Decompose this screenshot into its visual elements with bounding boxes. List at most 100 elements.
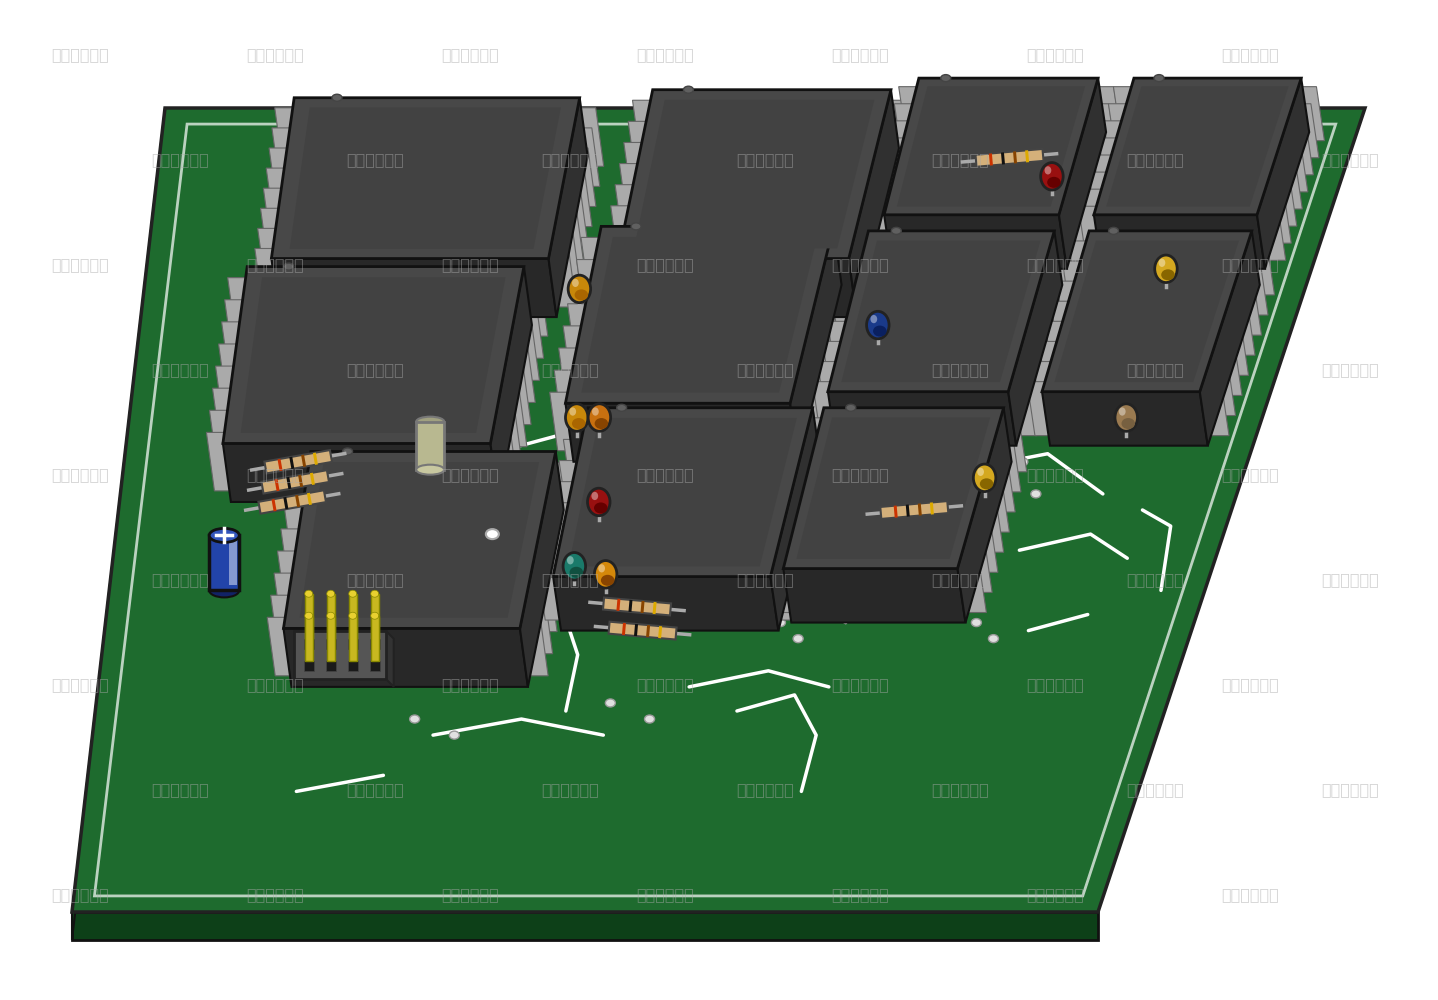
Ellipse shape — [572, 279, 578, 287]
Polygon shape — [1209, 362, 1235, 416]
Text: 图片编辑助手: 图片编辑助手 — [347, 572, 404, 587]
Ellipse shape — [210, 583, 239, 597]
Polygon shape — [975, 149, 1044, 167]
Polygon shape — [1091, 104, 1117, 158]
Polygon shape — [275, 479, 279, 491]
Polygon shape — [299, 462, 539, 618]
Polygon shape — [526, 595, 552, 654]
Polygon shape — [618, 90, 892, 259]
Polygon shape — [833, 301, 858, 355]
Polygon shape — [828, 321, 854, 375]
Ellipse shape — [892, 227, 902, 234]
Text: 图片编辑助手: 图片编辑助手 — [246, 257, 303, 272]
Polygon shape — [221, 322, 247, 380]
Text: 图片编辑助手: 图片编辑助手 — [151, 152, 209, 167]
Polygon shape — [611, 206, 637, 264]
Ellipse shape — [567, 556, 574, 564]
Polygon shape — [513, 322, 539, 380]
Polygon shape — [538, 566, 564, 620]
Bar — [210, 535, 239, 590]
Polygon shape — [1078, 206, 1104, 260]
Polygon shape — [1040, 281, 1066, 335]
Polygon shape — [216, 366, 242, 425]
Polygon shape — [568, 418, 594, 472]
Polygon shape — [615, 185, 641, 243]
Polygon shape — [1204, 382, 1229, 436]
Ellipse shape — [326, 590, 335, 597]
Polygon shape — [1103, 121, 1129, 175]
Text: 图片编辑助手: 图片编辑助手 — [52, 678, 109, 692]
Polygon shape — [843, 261, 869, 315]
Text: 图片编辑助手: 图片编辑助手 — [932, 362, 989, 377]
Ellipse shape — [410, 715, 420, 723]
Ellipse shape — [644, 715, 654, 723]
Text: 图片编辑助手: 图片编辑助手 — [52, 468, 109, 483]
Polygon shape — [768, 559, 794, 613]
Ellipse shape — [1097, 184, 1107, 192]
Polygon shape — [828, 231, 1054, 392]
Polygon shape — [797, 417, 991, 559]
Polygon shape — [266, 168, 292, 227]
Ellipse shape — [354, 538, 364, 546]
Polygon shape — [551, 248, 577, 307]
Polygon shape — [817, 362, 844, 416]
Polygon shape — [1257, 78, 1309, 269]
Polygon shape — [581, 237, 607, 296]
Polygon shape — [259, 490, 326, 514]
Text: 图片编辑助手: 图片编辑助手 — [636, 468, 695, 483]
Ellipse shape — [449, 731, 459, 739]
Polygon shape — [1025, 150, 1030, 162]
Bar — [326, 594, 335, 639]
Bar — [229, 540, 237, 585]
Polygon shape — [603, 248, 628, 306]
Polygon shape — [1027, 382, 1053, 436]
Ellipse shape — [1047, 177, 1061, 188]
Polygon shape — [804, 418, 830, 472]
Polygon shape — [1271, 172, 1297, 226]
Polygon shape — [1086, 121, 1112, 175]
Polygon shape — [1265, 189, 1291, 243]
Polygon shape — [1235, 281, 1261, 335]
Polygon shape — [608, 622, 677, 640]
Ellipse shape — [416, 417, 444, 427]
Polygon shape — [897, 86, 1086, 207]
Ellipse shape — [867, 345, 877, 353]
Ellipse shape — [591, 345, 601, 353]
Polygon shape — [1043, 392, 1208, 446]
Ellipse shape — [416, 465, 444, 475]
Ellipse shape — [601, 575, 614, 586]
Text: 图片编辑助手: 图片编辑助手 — [1221, 47, 1278, 62]
Polygon shape — [286, 477, 292, 489]
Polygon shape — [285, 507, 311, 565]
Polygon shape — [1076, 155, 1102, 209]
Polygon shape — [805, 439, 831, 493]
Ellipse shape — [972, 619, 981, 627]
Polygon shape — [288, 485, 313, 543]
Bar — [349, 594, 357, 639]
Polygon shape — [260, 208, 286, 267]
Polygon shape — [984, 478, 1009, 532]
Text: 图片编辑助手: 图片编辑助手 — [831, 47, 889, 62]
Polygon shape — [549, 485, 575, 543]
Polygon shape — [771, 408, 821, 631]
Polygon shape — [295, 495, 301, 507]
Polygon shape — [558, 208, 584, 267]
Polygon shape — [265, 450, 332, 473]
Ellipse shape — [565, 404, 588, 431]
Polygon shape — [628, 121, 654, 180]
Polygon shape — [558, 348, 585, 406]
Ellipse shape — [598, 564, 605, 572]
Polygon shape — [278, 459, 283, 471]
Polygon shape — [603, 598, 672, 615]
Polygon shape — [223, 267, 523, 443]
Ellipse shape — [940, 75, 951, 82]
Ellipse shape — [982, 385, 992, 393]
Text: 图片编辑助手: 图片编辑助手 — [736, 362, 794, 377]
Ellipse shape — [974, 464, 997, 492]
Polygon shape — [1094, 78, 1301, 215]
Polygon shape — [848, 90, 899, 317]
Ellipse shape — [588, 404, 611, 431]
Text: 图片编辑助手: 图片编辑助手 — [1126, 572, 1183, 587]
Text: 图片编辑助手: 图片编辑助手 — [1322, 572, 1379, 587]
Ellipse shape — [999, 401, 1009, 409]
